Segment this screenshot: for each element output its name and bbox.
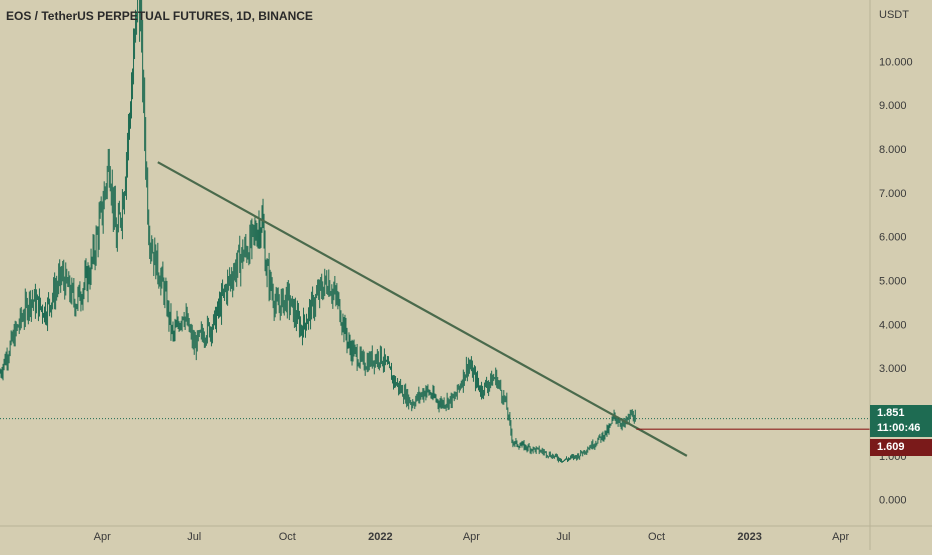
bar-countdown: 11:00:46 [877, 422, 921, 434]
time-axis[interactable]: Apr Jul Oct 2022 Apr Jul Oct 2023 Apr [0, 525, 932, 543]
time-tick-label: 2022 [368, 531, 392, 543]
price-tick-label: 0.000 [879, 495, 907, 507]
price-tick-label: 3.000 [879, 363, 907, 375]
time-tick-label: Apr [832, 531, 849, 543]
price-tick-label: 5.000 [879, 276, 907, 288]
chart-title: EOS / TetherUS PERPETUAL FUTURES, 1D, BI… [6, 9, 313, 23]
price-tick-label: 4.000 [879, 319, 907, 331]
time-tick-label: Apr [463, 531, 480, 543]
candle-series [0, 0, 636, 463]
currency-label: USDT [879, 9, 909, 21]
price-tick-label: 8.000 [879, 144, 907, 156]
price-tick-label: 6.000 [879, 232, 907, 244]
level-price-tag: 1.609 [870, 439, 932, 456]
trendline[interactable] [157, 161, 688, 457]
time-tick-label: Oct [279, 531, 296, 543]
level-price-value: 1.609 [877, 441, 905, 453]
time-tick-label: Oct [648, 531, 665, 543]
price-axis[interactable]: 0.0001.0002.0003.0004.0005.0006.0007.000… [869, 0, 913, 550]
price-tick-label: 10.000 [879, 56, 913, 68]
time-tick-label: Apr [94, 531, 111, 543]
time-tick-label: Jul [187, 531, 201, 543]
time-tick-label: 2023 [737, 531, 761, 543]
price-tick-label: 7.000 [879, 188, 907, 200]
time-tick-label: Jul [556, 531, 570, 543]
last-price-value: 1.851 [877, 407, 905, 419]
price-tick-label: 9.000 [879, 100, 907, 112]
last-price-tag: 1.851 11:00:46 [870, 405, 932, 437]
plot-area[interactable] [0, 0, 870, 463]
